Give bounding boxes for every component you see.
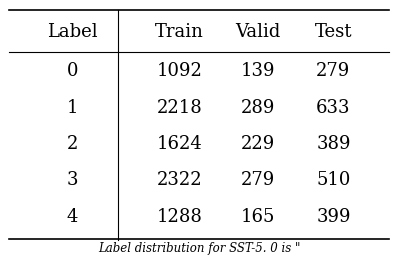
Text: 510: 510	[316, 171, 351, 189]
Text: Label distribution for SST-5. 0 is ": Label distribution for SST-5. 0 is "	[98, 242, 300, 255]
Text: Valid: Valid	[236, 24, 281, 41]
Text: Label: Label	[47, 24, 98, 41]
Text: 289: 289	[241, 99, 275, 117]
Text: 229: 229	[241, 135, 275, 153]
Text: 1: 1	[67, 99, 78, 117]
Text: 0: 0	[67, 62, 78, 80]
Text: 139: 139	[241, 62, 275, 80]
Text: 165: 165	[241, 208, 275, 226]
Text: Test: Test	[315, 24, 352, 41]
Text: 399: 399	[316, 208, 351, 226]
Text: 1624: 1624	[156, 135, 202, 153]
Text: 4: 4	[67, 208, 78, 226]
Text: 1092: 1092	[156, 62, 202, 80]
Text: 3: 3	[67, 171, 78, 189]
Text: 279: 279	[241, 171, 275, 189]
Text: 2: 2	[67, 135, 78, 153]
Text: 633: 633	[316, 99, 351, 117]
Text: 2322: 2322	[156, 171, 202, 189]
Text: 389: 389	[316, 135, 351, 153]
Text: 2218: 2218	[156, 99, 202, 117]
Text: 279: 279	[316, 62, 351, 80]
Text: Train: Train	[155, 24, 204, 41]
Text: 1288: 1288	[156, 208, 202, 226]
